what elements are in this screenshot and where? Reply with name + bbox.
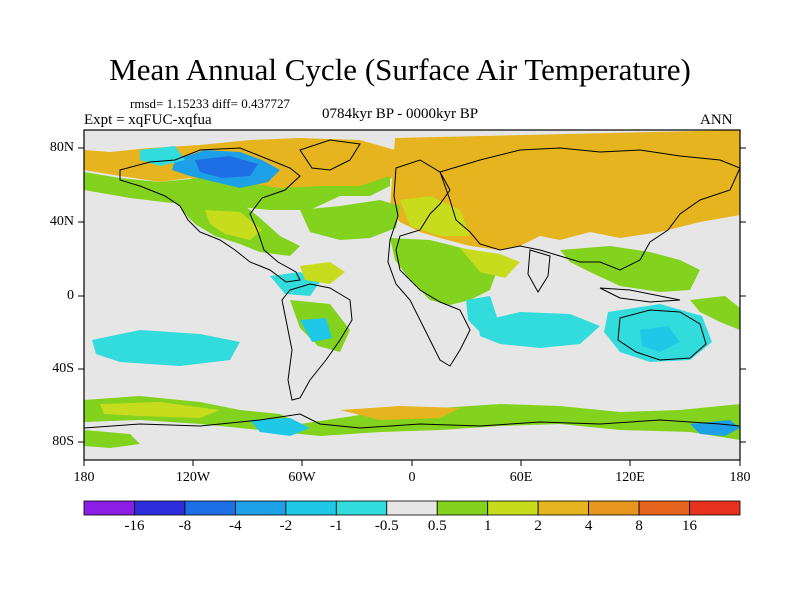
field-europe-yellow <box>400 196 470 236</box>
y-label-80n: 80N <box>49 140 74 155</box>
colorbar-label: 2 <box>534 518 542 534</box>
colorbar-box <box>83 500 135 516</box>
field-southern-ocean-orange <box>340 406 460 420</box>
field-atlantic-green <box>300 200 400 240</box>
colorbar-label: 16 <box>682 518 698 534</box>
colorbar-box <box>487 500 539 516</box>
field-us-yellow <box>205 210 262 240</box>
colorbar-label: -1 <box>330 518 343 534</box>
colorbar-label: 1 <box>483 518 492 534</box>
x-label-180w: 180 <box>73 470 95 485</box>
colorbar-box <box>638 500 690 516</box>
field-canada-strong-cool <box>195 156 258 178</box>
field-ross-cool <box>690 420 740 436</box>
colorbar-label: -4 <box>229 518 242 534</box>
y-label-80s: 80S <box>52 434 74 449</box>
colorbar-label: -2 <box>279 518 293 534</box>
field-arctic-cool <box>140 146 185 166</box>
x-label-60w: 60W <box>288 470 316 485</box>
colorbar-box <box>689 500 741 516</box>
x-label-120w: 120W <box>175 470 211 485</box>
colorbar-label: 0.5 <box>427 518 447 534</box>
period-label: 0784kyr BP - 0000kyr BP <box>322 106 479 122</box>
map-title: Mean Annual Cycle (Surface Air Temperatu… <box>109 52 691 87</box>
stats-text: rmsd= 1.15233 diff= 0.437727 <box>130 96 290 111</box>
field-australia-strong-cool <box>640 326 680 352</box>
x-label-60e: 60E <box>509 470 533 485</box>
colorbar-label: 4 <box>584 518 593 534</box>
colorbar <box>83 500 741 516</box>
x-label-180e: 180 <box>729 470 751 485</box>
colorbar-label: -16 <box>124 518 145 534</box>
colorbar-box <box>436 500 489 516</box>
colorbar-box <box>588 500 640 516</box>
field-south-pacific-cool <box>92 330 240 366</box>
colorbar-box <box>386 500 438 516</box>
colorbar-box <box>234 500 287 516</box>
x-label-120e: 120E <box>615 470 645 485</box>
temperature-field <box>84 130 740 460</box>
y-label-40n: 40N <box>49 214 74 229</box>
colorbar-box <box>285 500 337 516</box>
field-antarctic-cool <box>250 418 310 436</box>
field-south-america-cool <box>300 318 332 342</box>
field-atlantic-yellow <box>300 262 345 284</box>
field-arabia-yellow <box>460 248 520 278</box>
field-eurasia-warm <box>390 130 740 250</box>
colorbar-label: -8 <box>178 518 192 534</box>
field-tasman-green <box>690 296 740 330</box>
field-antarctic-green <box>84 430 140 448</box>
axis-ticks <box>78 147 746 466</box>
colorbar-box <box>537 500 590 516</box>
colorbar-label: -0.5 <box>374 518 399 534</box>
y-label-0: 0 <box>67 288 74 303</box>
colorbar-label: 8 <box>635 518 643 534</box>
colorbar-box <box>184 500 236 516</box>
field-indian-ocean-cool <box>478 312 600 348</box>
field-antarctic-warm <box>84 436 740 460</box>
colorbar-box <box>335 500 388 516</box>
field-southern-ocean-yellow <box>100 402 220 418</box>
experiment-label: Expt = xqFUC-xqfua <box>84 112 212 128</box>
season-label: ANN <box>700 112 733 128</box>
x-label-0: 0 <box>408 470 416 485</box>
field-arctic-green <box>84 172 390 210</box>
coastlines <box>84 139 740 429</box>
colorbar-box <box>134 500 186 516</box>
field-asia-green <box>560 246 700 292</box>
y-label-40s: 40S <box>52 361 74 376</box>
